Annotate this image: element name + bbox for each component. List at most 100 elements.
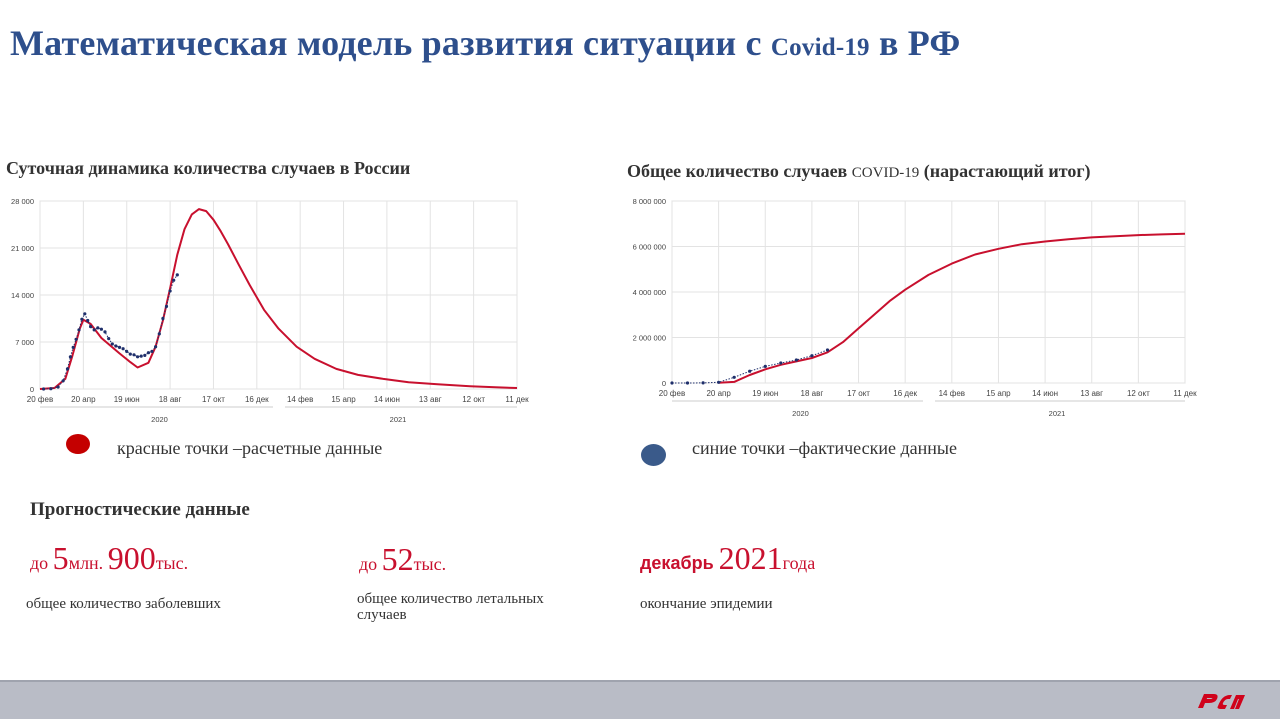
x-tick-label: 17 окт xyxy=(202,395,225,404)
deaths-num: 52 xyxy=(381,541,414,577)
actual-point xyxy=(763,364,767,368)
y-tick-label: 4 000 000 xyxy=(633,288,666,297)
title-covid: Covid-19 xyxy=(770,34,870,61)
x-tick-label: 12 окт xyxy=(462,395,485,404)
year-label-2021: 2021 xyxy=(1049,409,1066,418)
forecast-cases-desc: общее количество заболевших xyxy=(26,596,221,612)
x-tick-label: 12 окт xyxy=(1127,389,1150,398)
x-tick-label: 18 авг xyxy=(801,389,824,398)
x-tick-label: 20 апр xyxy=(71,395,96,404)
x-tick-label: 13 авг xyxy=(1080,389,1103,398)
actual-point xyxy=(810,354,814,358)
forecast-deaths-desc: общее количество летальных случаев xyxy=(357,591,544,623)
actual-point xyxy=(128,352,132,356)
actual-point xyxy=(161,316,165,321)
slide-title: Математическая модель развития ситуации … xyxy=(10,22,1270,64)
cases-unit2: тыс. xyxy=(155,553,189,573)
y-tick-label: 6 000 000 xyxy=(633,243,666,252)
x-tick-label: 18 авг xyxy=(159,395,182,404)
deaths-pre: до xyxy=(359,554,382,574)
title-end: в РФ xyxy=(869,23,961,63)
x-tick-label: 13 авг xyxy=(419,395,442,404)
y-tick-label: 21 000 xyxy=(11,244,34,253)
actual-point xyxy=(157,332,161,336)
actual-point xyxy=(42,387,46,391)
actual-point xyxy=(685,381,690,385)
forecast-title: Прогностические данные xyxy=(30,499,250,520)
actual-point xyxy=(65,367,70,371)
title-main: Математическая модель развития ситуации … xyxy=(10,23,771,63)
y-tick-label: 8 000 000 xyxy=(633,197,666,206)
actual-point xyxy=(732,375,736,379)
cases-num2: 900 xyxy=(107,540,156,576)
x-tick-label: 11 дек xyxy=(505,395,529,404)
actual-point xyxy=(825,348,830,352)
actual-point xyxy=(143,353,147,357)
x-tick-label: 20 апр xyxy=(706,389,731,398)
end-pre: декабрь xyxy=(640,553,719,573)
x-tick-label: 14 июн xyxy=(374,395,400,404)
actual-point xyxy=(139,354,143,358)
y-tick-label: 7 000 xyxy=(15,338,34,347)
actual-point xyxy=(779,361,783,365)
x-tick-label: 20 фев xyxy=(27,395,53,404)
legend-blue-text: синие точки –фактические данные xyxy=(692,438,957,458)
left-chart-title: Суточная динамика количества случаев в Р… xyxy=(6,158,411,178)
legend-red-text: красные точки –расчетные данные xyxy=(117,438,383,458)
x-tick-label: 14 фев xyxy=(287,395,313,404)
right-title-a: Общее количество случаев xyxy=(627,161,852,181)
x-tick-label: 16 дек xyxy=(893,389,917,398)
actual-point xyxy=(717,380,721,384)
cumulative-cases-chart: 20 фев 20 апр 19 июн 18 авг 17 окт 16 дек 14 ф… xyxy=(633,197,1197,418)
forecast-end-desc: окончание эпидемии xyxy=(640,596,773,612)
actual-point xyxy=(56,385,60,389)
actual-point xyxy=(92,328,96,332)
actual-point xyxy=(125,349,129,353)
x-tick-label: 17 окт xyxy=(847,389,870,398)
actual-point xyxy=(83,312,87,316)
x-tick-label: 20 фев xyxy=(659,389,685,398)
year-label-2020: 2020 xyxy=(151,415,168,424)
actual-point xyxy=(99,327,103,331)
x-tick-label: 11 дек xyxy=(1173,389,1197,398)
x-tick-label: 14 июн xyxy=(1032,389,1058,398)
actual-point xyxy=(175,273,179,277)
actual-point xyxy=(80,317,84,321)
cases-unit1: млн. xyxy=(68,553,108,573)
actual-point xyxy=(71,345,75,349)
right-title-b: (нарастающий итог) xyxy=(919,161,1091,181)
actual-point xyxy=(117,345,122,349)
forecast-end-value: декабрь 2021года xyxy=(640,540,815,577)
actual-point xyxy=(89,325,93,329)
y-tick-label: 0 xyxy=(30,385,34,394)
actual-point xyxy=(49,387,53,391)
actual-point xyxy=(61,379,65,383)
rzd-logo-icon xyxy=(1198,694,1245,709)
actual-point xyxy=(136,355,140,359)
actual-point xyxy=(103,330,107,334)
x-tick-label: 19 июн xyxy=(114,395,140,404)
year-label-2020: 2020 xyxy=(792,409,809,418)
legend-blue-dot xyxy=(641,444,666,466)
actual-point xyxy=(68,355,72,359)
actual-point xyxy=(77,328,81,332)
right-title-covid: COVID-19 xyxy=(851,165,920,181)
x-tick-label: 14 фев xyxy=(939,389,965,398)
x-tick-label: 15 апр xyxy=(331,395,356,404)
y-tick-label: 14 000 xyxy=(11,291,34,300)
actual-point xyxy=(164,304,169,308)
cases-pre: до xyxy=(30,553,53,573)
actual-point xyxy=(114,344,118,348)
actual-point xyxy=(107,337,111,341)
actual-point xyxy=(110,342,114,346)
right-chart-title: Общее количество случаев COVID-19 (нарас… xyxy=(627,161,1091,182)
legend-red-dot xyxy=(66,434,90,454)
x-tick-label: 16 дек xyxy=(245,395,269,404)
actual-point xyxy=(168,289,172,293)
year-label-2021: 2021 xyxy=(390,415,407,424)
actual-point xyxy=(172,278,176,282)
footer-bar xyxy=(0,680,1280,719)
y-tick-label: 2 000 000 xyxy=(633,334,666,343)
end-unit: года xyxy=(782,553,816,573)
forecast-deaths-value: до 52тыс. xyxy=(359,541,446,578)
